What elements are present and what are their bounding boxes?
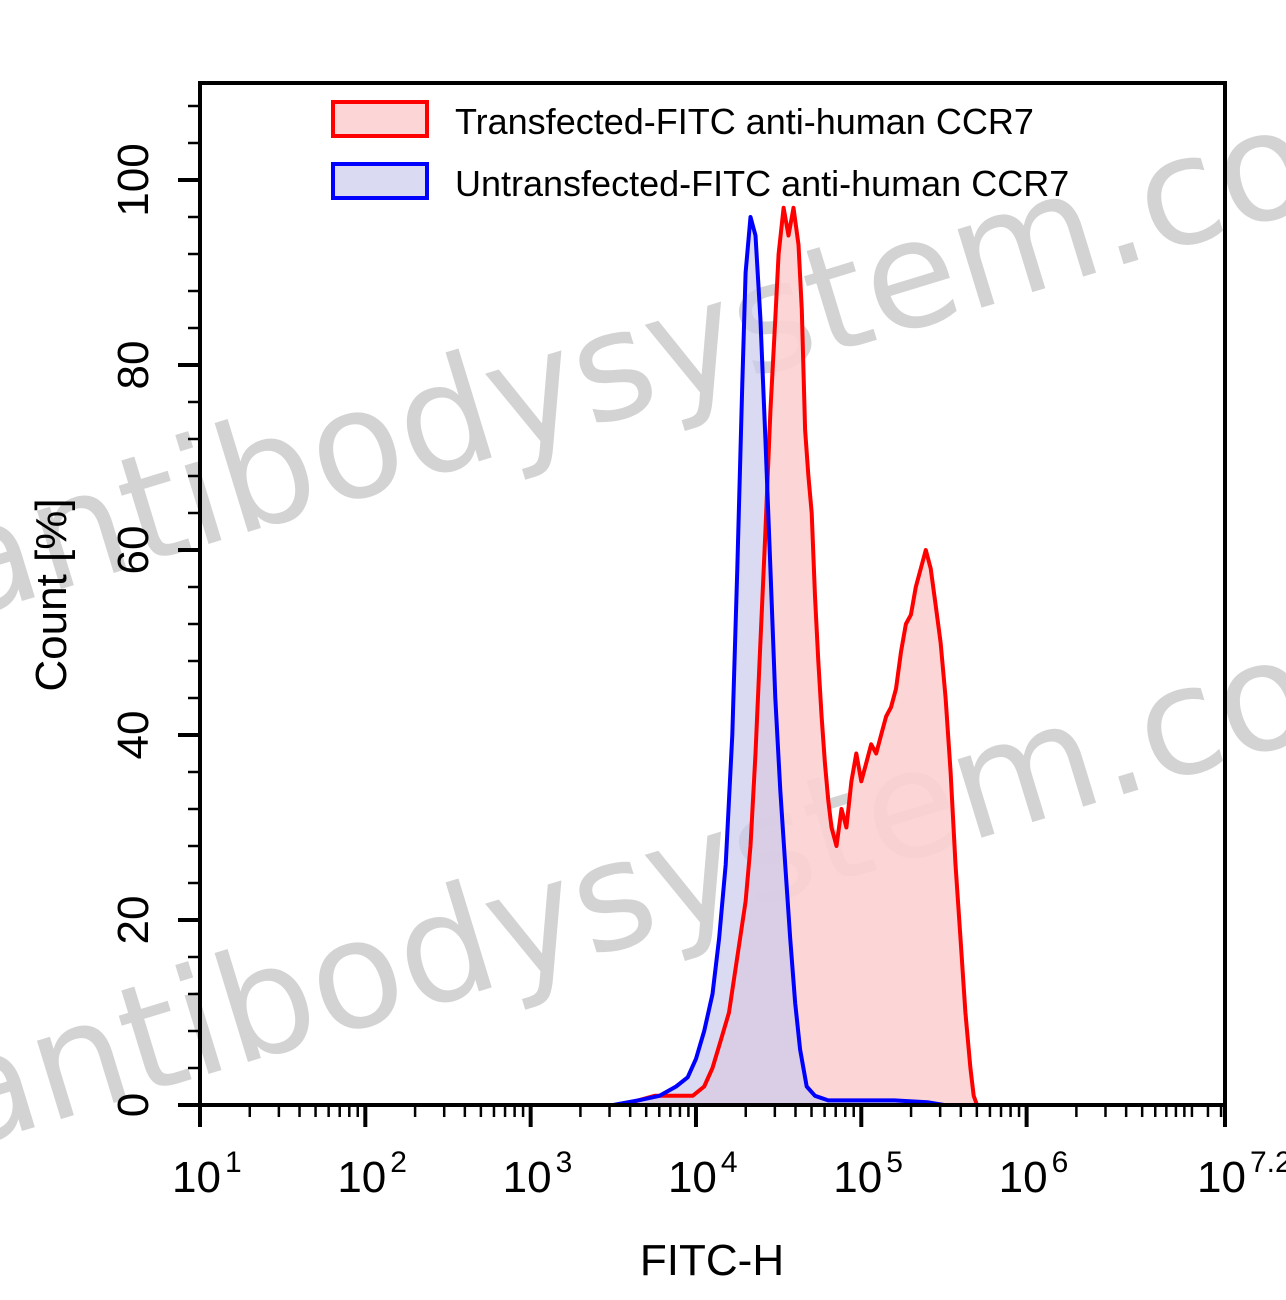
y-tick-label: 80 (109, 341, 158, 390)
legend-label-1: Transfected-FITC anti-human CCR7 (455, 101, 1034, 142)
x-tick-label: 10 2 (337, 1146, 407, 1202)
x-tick-label: 10 3 (503, 1146, 573, 1202)
series-2-fill (530, 217, 977, 1105)
x-axis: 10 1 10 2 10 3 10 4 10 5 10 6 10 7.2 (172, 1105, 1286, 1202)
y-tick-label: 40 (109, 711, 158, 760)
x-tick-label: 10 4 (668, 1146, 738, 1202)
legend-swatch-2 (331, 162, 429, 200)
legend-swatch-1 (331, 100, 429, 138)
series-1-line (530, 205, 979, 1107)
y-tick-label: 100 (109, 143, 158, 216)
x-tick-label: 10 6 (999, 1146, 1069, 1202)
x-tick-label: 10 5 (833, 1146, 903, 1202)
y-axis: 0 20 40 60 80 100 (109, 104, 200, 1117)
watermark-text-lower: antibodysystem.com (0, 559, 1286, 1184)
y-tick-label: 0 (109, 1093, 158, 1117)
y-tick-label: 20 (109, 896, 158, 945)
series-1-fill (530, 207, 977, 1106)
series-2-line (530, 215, 977, 1107)
y-axis-title: Count [%] (27, 498, 76, 691)
x-tick-label: 10 7.2 (1197, 1146, 1286, 1202)
x-axis-title: FITC-H (640, 1236, 784, 1285)
plot-frame (198, 81, 1227, 1107)
legend-label-2: Untransfected-FITC anti-human CCR7 (455, 163, 1069, 204)
y-tick-label: 60 (109, 526, 158, 575)
x-tick-label: 10 1 (172, 1146, 242, 1202)
legend: Transfected-FITC anti-human CCR7 Untransf… (331, 100, 1069, 204)
